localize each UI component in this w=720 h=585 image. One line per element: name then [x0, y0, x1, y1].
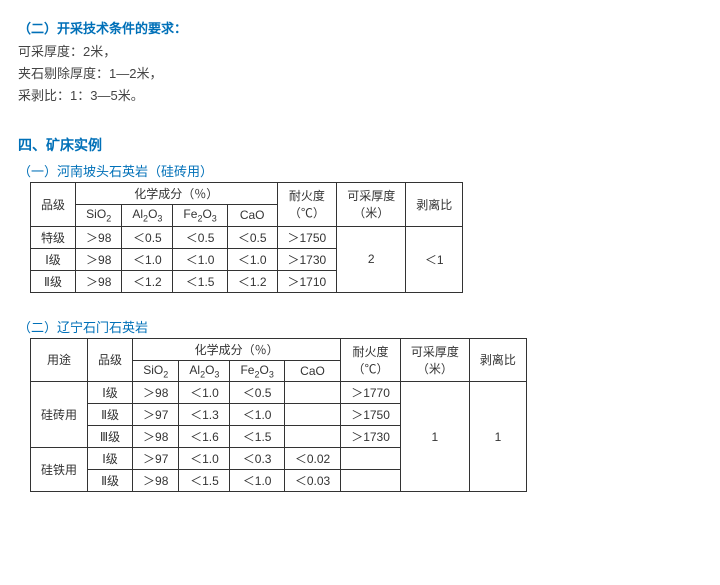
table-1: 品级 化学成分（％） 耐火度（℃） 可采厚度（米） 剥离比 SiO2 Al2O3…	[30, 182, 463, 292]
th-sio2: SiO2	[133, 360, 179, 381]
sub2-heading: （二）辽宁石门石英岩	[18, 317, 702, 336]
th-al2o3: Al2O3	[122, 205, 173, 226]
th-thick: 可采厚度（米）	[337, 183, 406, 226]
table-row: 特级 ＞98 ＜0.5 ＜0.5 ＜0.5 ＞1750 2 ＜1	[31, 226, 463, 248]
section2-title: 四、矿床实例	[18, 135, 702, 155]
th-strip: 剥离比	[469, 338, 526, 381]
sub1-heading: （一）河南坡头石英岩（硅砖用）	[18, 161, 702, 180]
th-cao: CaO	[284, 360, 340, 381]
th-grade: 品级	[88, 338, 133, 381]
section1-line: 夹石剔除厚度：1—2米，	[18, 63, 702, 85]
th-strip: 剥离比	[406, 183, 463, 226]
section1-line: 采剥比：1：3—5米。	[18, 85, 702, 107]
th-fe2o3: Fe2O3	[230, 360, 284, 381]
table-2: 用途 品级 化学成分（％） 耐火度（℃） 可采厚度（米） 剥离比 SiO2 Al…	[30, 338, 527, 492]
section1-heading: （二）开采技术条件的要求：	[18, 18, 702, 37]
th-al2o3: Al2O3	[179, 360, 230, 381]
table-row: 硅砖用 Ⅰ级 ＞98 ＜1.0 ＜0.5 ＞1770 1 1	[31, 382, 527, 404]
th-fire: 耐火度（℃）	[277, 183, 337, 226]
th-fe2o3: Fe2O3	[173, 205, 227, 226]
th-chem: 化学成分（％）	[133, 338, 341, 360]
th-thick: 可采厚度（米）	[400, 338, 469, 381]
th-use: 用途	[31, 338, 88, 381]
th-cao: CaO	[227, 205, 277, 226]
th-chem: 化学成分（％）	[76, 183, 277, 205]
th-fire: 耐火度（℃）	[341, 338, 401, 381]
th-grade: 品级	[31, 183, 76, 226]
th-sio2: SiO2	[76, 205, 122, 226]
section1-line: 可采厚度：2米，	[18, 41, 702, 63]
